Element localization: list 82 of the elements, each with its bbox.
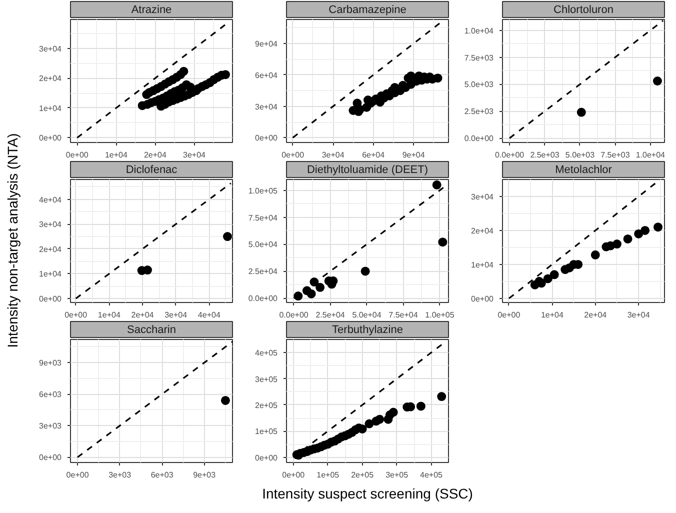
x-tick-label: 3e+05 — [386, 470, 409, 480]
y-tick-label: 0e+00 — [471, 294, 494, 304]
x-tick-label: 4e+05 — [420, 470, 444, 480]
y-tick-label: 5.0e+04 — [248, 240, 278, 250]
y-tick-label: 2e+05 — [255, 400, 278, 410]
y-tick-label: 7.5e+04 — [248, 213, 278, 222]
y-tick-label: 3e+04 — [471, 192, 494, 202]
x-tick-label: 1e+05 — [316, 470, 340, 480]
y-tick-label: 7.5e+03 — [464, 53, 494, 62]
x-tick-label: 0.0e+00 — [279, 310, 309, 320]
y-tick-label: 0e+00 — [255, 453, 278, 462]
chart-title: Metolachlor — [555, 164, 612, 176]
y-tick-label: 0.0e+00 — [248, 294, 278, 304]
x-tick-label: 0e+00 — [66, 470, 90, 480]
y-tick-label: 0e+00 — [39, 294, 62, 304]
y-tick-label: 3e+04 — [255, 102, 278, 112]
x-tick-label: 6e+04 — [362, 150, 386, 160]
chart-title: Diclofenac — [126, 164, 178, 176]
x-tick-label: 6e+03 — [150, 470, 174, 480]
x-tick-label: 7.5e+03 — [600, 150, 630, 160]
x-tick-label: 0e+00 — [64, 310, 88, 320]
y-tick-label: 1e+04 — [471, 260, 494, 270]
y-tick-label: 2.5e+04 — [248, 267, 278, 276]
y-tick-label: 6e+03 — [39, 390, 62, 400]
x-tick-label: 3e+04 — [164, 310, 188, 320]
y-tick-label: 4e+05 — [255, 348, 278, 358]
x-tick-label: 5.0e+03 — [565, 150, 596, 160]
y-tick-label: 3e+05 — [255, 374, 278, 384]
x-tick-label: 9e+03 — [193, 470, 216, 480]
x-tick-label: 3e+03 — [108, 470, 132, 480]
chart-title: Diethyltoluamide (DEET) — [306, 164, 428, 176]
y-tick-label: 2.5e+03 — [464, 107, 494, 116]
x-tick-label: 1.0e+05 — [425, 310, 455, 320]
x-tick-label: 2e+04 — [131, 310, 154, 320]
x-tick-label: 1.0e+04 — [636, 150, 666, 160]
y-tick-label: 1e+05 — [255, 427, 278, 436]
chart-title: Saccharin — [127, 324, 176, 336]
x-tick-label: 3e+04 — [322, 150, 345, 160]
y-tick-label: 1e+04 — [39, 270, 62, 279]
x-tick-label: 1e+04 — [104, 150, 128, 160]
y-tick-label: 3e+04 — [39, 220, 62, 230]
y-tick-label: 0e+00 — [39, 453, 62, 462]
y-tick-label: 1.0e+04 — [464, 26, 494, 36]
x-tick-label: 0e+00 — [282, 150, 305, 160]
x-tick-label: 2e+04 — [584, 310, 608, 320]
x-tick-label: 9e+04 — [402, 150, 426, 160]
chart-title: Atrazine — [131, 4, 172, 16]
y-tick-label: 6e+04 — [255, 70, 278, 80]
x-tick-label: 2.5e+03 — [530, 150, 560, 160]
y-tick-label: 0e+00 — [39, 134, 62, 143]
x-tick-label: 0e+00 — [282, 470, 306, 480]
y-tick-label: 9e+03 — [39, 358, 62, 368]
y-tick-label: 0e+00 — [255, 134, 278, 143]
x-tick-label: 3e+04 — [627, 310, 650, 320]
x-tick-label: 5.0e+04 — [352, 310, 382, 320]
chart-title: Chlortoluron — [554, 4, 614, 16]
y-tick-label: 2e+04 — [39, 244, 62, 254]
y-tick-label: 2e+04 — [39, 74, 62, 84]
x-tick-label: 0.0e+00 — [494, 150, 525, 160]
y-tick-label: 0.0e+00 — [464, 134, 494, 144]
x-tick-label: 3e+04 — [183, 150, 206, 160]
y-tick-label: 4e+04 — [39, 195, 62, 204]
y-tick-label: 9e+04 — [255, 40, 278, 49]
x-axis-title: Intensity suspect screening (SSC) — [262, 486, 473, 502]
y-tick-label: 3e+03 — [39, 422, 62, 431]
x-tick-label: 0e+00 — [498, 310, 521, 320]
x-tick-label: 2e+05 — [351, 470, 374, 480]
chart-title: Carbamazepine — [328, 4, 406, 16]
chart-title: Terbuthylazine — [332, 324, 403, 336]
x-tick-label: 7.5e+04 — [388, 310, 418, 320]
x-tick-label: 4e+04 — [198, 310, 221, 320]
x-tick-label: 2.5e+04 — [316, 310, 346, 320]
y-tick-label: 1e+04 — [39, 104, 62, 113]
y-tick-label: 3e+04 — [39, 44, 62, 54]
x-tick-label: 1e+04 — [540, 310, 564, 320]
y-tick-label: 2e+04 — [471, 226, 494, 236]
y-tick-label: 5.0e+03 — [464, 80, 494, 90]
y-axis-title: Intensity non-target analysis (NTA) — [4, 133, 20, 348]
x-tick-label: 1e+04 — [98, 310, 121, 320]
x-tick-label: 2e+04 — [144, 150, 167, 160]
y-tick-label: 1.0e+05 — [248, 186, 278, 196]
x-tick-label: 0e+00 — [66, 150, 89, 160]
